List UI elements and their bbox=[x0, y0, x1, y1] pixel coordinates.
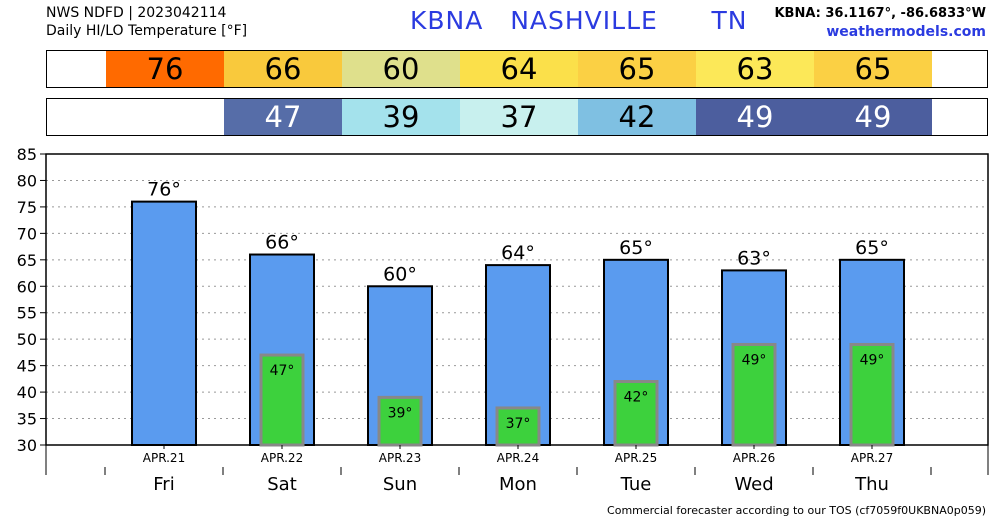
y-tick-label: 30 bbox=[17, 436, 37, 455]
day-label: Thu bbox=[854, 474, 889, 495]
date-label: APR.27 bbox=[851, 451, 893, 465]
site-link[interactable]: weathermodels.com bbox=[826, 24, 986, 40]
high-bar-label: 66° bbox=[265, 232, 299, 254]
low-bar-label: 49° bbox=[742, 352, 767, 368]
y-tick-label: 35 bbox=[17, 410, 37, 429]
day-label: Wed bbox=[734, 474, 773, 495]
y-tick-label: 80 bbox=[17, 171, 37, 190]
high-bar-label: 60° bbox=[383, 263, 417, 285]
station-coordinates: KBNA: 36.1167°, -86.6833°W bbox=[774, 6, 986, 21]
station-title: KBNA NASHVILLE TN bbox=[410, 6, 748, 35]
low-bar-label: 49° bbox=[860, 352, 885, 368]
y-tick-label: 70 bbox=[17, 224, 37, 243]
temperature-bar-chart: 30 35 40 45 50 55 60 65 70 75 80 85 76° APR.21 Fri 66° 4… bbox=[17, 145, 989, 495]
high-bar-label: 76° bbox=[147, 179, 181, 201]
high-cell-thu: 65 bbox=[814, 51, 932, 87]
date-label: APR.23 bbox=[379, 451, 421, 465]
high-bar bbox=[131, 200, 197, 447]
header-line-2: Daily HI/LO Temperature [°F] bbox=[46, 23, 248, 39]
low-cell-sat: 47 bbox=[224, 99, 342, 135]
low-bar-label: 39° bbox=[388, 405, 413, 421]
y-tick-label: 40 bbox=[17, 383, 37, 402]
high-bar-label: 65° bbox=[619, 237, 653, 259]
high-cell-mon: 64 bbox=[460, 51, 578, 87]
high-temperature-strip: 76 66 60 64 65 63 65 bbox=[46, 50, 988, 88]
high-cell-sat: 66 bbox=[224, 51, 342, 87]
day-label: Tue bbox=[620, 474, 652, 495]
y-tick-label: 55 bbox=[17, 304, 37, 323]
date-label: APR.21 bbox=[143, 451, 185, 465]
date-label: APR.24 bbox=[497, 451, 539, 465]
day-label: Fri bbox=[153, 474, 174, 495]
low-cell-thu: 49 bbox=[814, 99, 932, 135]
low-bar bbox=[495, 406, 541, 447]
high-cell-wed: 63 bbox=[696, 51, 814, 87]
day-label: Sat bbox=[267, 474, 297, 495]
date-label: APR.25 bbox=[615, 451, 657, 465]
day-label: Sun bbox=[383, 474, 417, 495]
y-tick-label: 85 bbox=[17, 145, 37, 164]
date-label: APR.22 bbox=[261, 451, 303, 465]
high-bar-label: 64° bbox=[501, 242, 535, 264]
date-label: APR.26 bbox=[733, 451, 775, 465]
y-tick-label: 45 bbox=[17, 357, 37, 376]
y-tick-label: 75 bbox=[17, 198, 37, 217]
high-cell-fri: 76 bbox=[106, 51, 224, 87]
footer-disclaimer: Commercial forecaster according to our T… bbox=[607, 504, 986, 517]
low-temperature-strip: 47 39 37 42 49 49 bbox=[46, 98, 988, 136]
low-cell-sun: 39 bbox=[342, 99, 460, 135]
low-bar bbox=[377, 395, 423, 447]
low-bar-label: 47° bbox=[270, 363, 295, 379]
high-bar-label: 63° bbox=[737, 247, 771, 269]
low-cell-mon: 37 bbox=[460, 99, 578, 135]
high-bar-label: 65° bbox=[855, 237, 889, 259]
header-line-1: NWS NDFD | 2023042114 bbox=[46, 5, 227, 21]
low-cell-tue: 42 bbox=[578, 99, 696, 135]
day-label: Mon bbox=[499, 474, 537, 495]
y-tick-label: 50 bbox=[17, 330, 37, 349]
low-cell-wed: 49 bbox=[696, 99, 814, 135]
high-cell-tue: 65 bbox=[578, 51, 696, 87]
y-tick-label: 65 bbox=[17, 251, 37, 270]
low-bar bbox=[613, 380, 659, 447]
high-cell-sun: 60 bbox=[342, 51, 460, 87]
y-tick-label: 60 bbox=[17, 277, 37, 296]
low-bar-label: 42° bbox=[624, 390, 649, 406]
low-bar-label: 37° bbox=[506, 416, 531, 432]
